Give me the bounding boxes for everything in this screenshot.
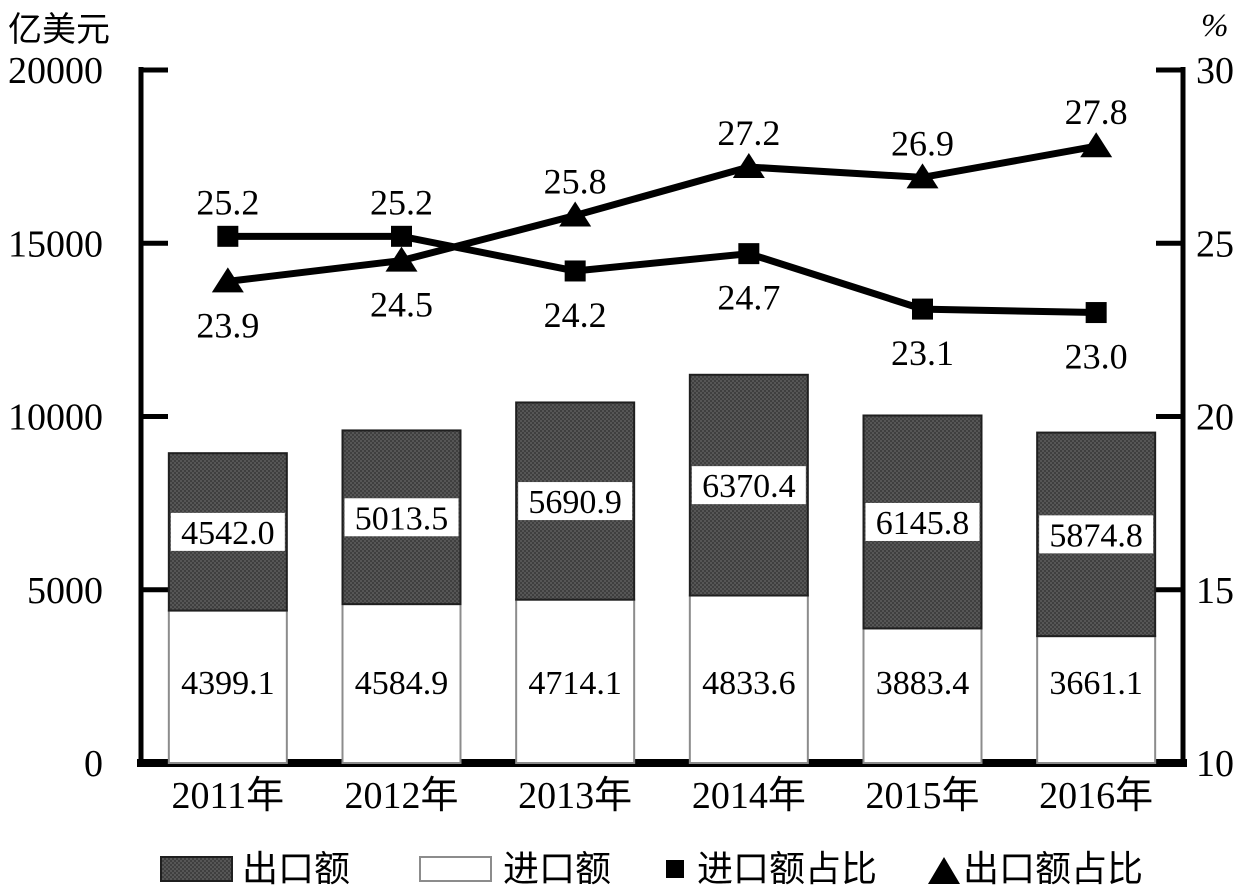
- left-axis-tick-label: 20000: [8, 50, 103, 92]
- right-axis-tick-label: 10: [1196, 743, 1234, 785]
- import-bar-label: 3883.4: [876, 665, 970, 702]
- right-axis-tick-label: 20: [1196, 397, 1234, 439]
- import-bar-segment: [688, 594, 809, 764]
- legend-label: 进口额占比: [697, 849, 877, 889]
- import-share-label: 23.1: [891, 333, 954, 373]
- left-axis-tick-label: 15000: [8, 223, 103, 265]
- right-axis-tick-label: 15: [1196, 570, 1234, 612]
- export-share-marker: [906, 163, 939, 189]
- export-bar-label-box: [691, 466, 806, 505]
- import-share-line: [227, 232, 1097, 317]
- export-share-marker: [1080, 132, 1113, 158]
- import-bar-label: 4833.6: [702, 665, 796, 702]
- export-bar-label-box: [865, 502, 980, 541]
- import-share-marker: [738, 243, 760, 265]
- export-share-label: 24.5: [370, 285, 433, 325]
- import-share-label: 24.2: [544, 295, 607, 335]
- legend-label: 出口额: [242, 849, 350, 889]
- export-bar-label: 5690.9: [528, 484, 622, 521]
- category-label: 2012年: [344, 775, 458, 817]
- legend-swatch-square: [666, 860, 684, 878]
- import-bar-segment: [167, 609, 288, 764]
- export-share-marker: [559, 201, 592, 227]
- import-bar-label: 4584.9: [355, 665, 449, 702]
- import-bar-segment: [515, 598, 636, 764]
- export-share-label: 27.8: [1065, 92, 1128, 132]
- category-label: 2014年: [692, 775, 806, 817]
- export-bar-label: 4542.0: [181, 515, 275, 552]
- export-share-label: 27.2: [717, 113, 780, 153]
- category-label: 2016年: [1039, 775, 1153, 817]
- legend-swatch-bar-dark: [160, 856, 233, 882]
- export-share-label: 26.9: [891, 123, 954, 163]
- import-share-marker: [391, 225, 412, 247]
- import-share-marker: [1085, 302, 1107, 324]
- import-share-label: 25.2: [370, 182, 433, 222]
- left-axis-unit-label: 亿美元: [8, 12, 110, 49]
- import-share-marker: [912, 298, 933, 320]
- left-axis-tick-label: 10000: [8, 397, 103, 439]
- import-bar-segment: [862, 627, 983, 764]
- left-axis-tick-label: 5000: [27, 570, 103, 612]
- category-label: 2013年: [518, 775, 632, 817]
- export-bar-label-box: [170, 512, 285, 551]
- export-bar-label-box: [1039, 515, 1154, 554]
- export-share-marker: [211, 267, 244, 293]
- import-bar-label: 3661.1: [1049, 665, 1143, 702]
- legend-swatch-triangle: [928, 857, 960, 884]
- import-share-label: 25.2: [196, 182, 259, 222]
- export-share-marker: [385, 246, 418, 272]
- right-axis-unit-label: %: [1201, 8, 1229, 44]
- import-share-label: 23.0: [1065, 337, 1128, 377]
- export-bar-label: 6370.4: [702, 468, 796, 505]
- right-axis-tick-label: 25: [1196, 223, 1234, 265]
- legend-swatch-bar-white: [419, 856, 492, 882]
- import-bar-label: 4714.1: [528, 665, 622, 702]
- left-axis-tick-label: 0: [84, 743, 103, 785]
- export-share-marker: [732, 153, 765, 179]
- export-share-label: 23.9: [196, 305, 259, 345]
- right-axis-tick-label: 30: [1196, 50, 1234, 92]
- export-share-line: [227, 142, 1097, 285]
- import-bar-label: 4399.1: [181, 665, 275, 702]
- export-bar-label-box: [518, 482, 633, 521]
- import-share-marker: [564, 260, 586, 282]
- export-bar-label: 6145.8: [876, 505, 970, 542]
- export-share-label: 25.8: [544, 162, 607, 202]
- category-label: 2011年: [172, 775, 285, 817]
- legend-label: 进口额: [503, 849, 611, 889]
- import-share-label: 24.7: [717, 278, 780, 318]
- export-bar-label: 5874.8: [1049, 517, 1143, 554]
- import-share-marker: [217, 225, 239, 247]
- legend-label: 出口额占比: [963, 849, 1143, 889]
- category-label: 2015年: [865, 775, 979, 817]
- export-bar-label: 5013.5: [355, 500, 449, 537]
- export-bar-label-box: [344, 498, 459, 537]
- import-bar-segment: [1036, 635, 1157, 764]
